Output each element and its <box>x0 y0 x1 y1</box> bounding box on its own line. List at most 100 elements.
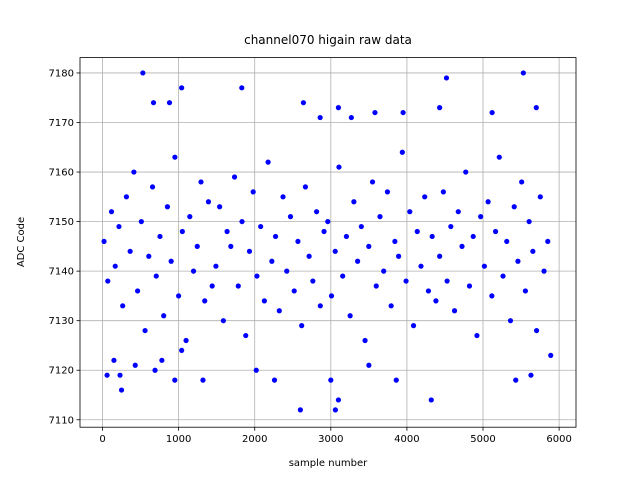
point <box>492 228 499 235</box>
point <box>269 258 275 264</box>
point <box>485 199 491 205</box>
point <box>504 238 510 245</box>
point <box>335 397 342 403</box>
point <box>429 233 435 240</box>
point <box>105 278 111 284</box>
point <box>328 293 335 299</box>
point <box>418 263 424 269</box>
point <box>437 105 443 111</box>
point <box>321 228 327 235</box>
point <box>522 288 528 294</box>
point <box>150 100 157 106</box>
point <box>348 114 354 121</box>
point <box>530 248 536 254</box>
point <box>541 268 547 274</box>
point <box>120 303 126 309</box>
point <box>149 184 156 190</box>
point <box>355 258 361 264</box>
point <box>176 293 182 299</box>
point <box>118 387 125 393</box>
point <box>444 278 450 284</box>
point <box>123 194 130 200</box>
point <box>213 263 219 269</box>
point <box>347 313 353 319</box>
point <box>440 189 446 195</box>
point <box>302 184 308 190</box>
point <box>112 263 118 269</box>
point <box>511 204 517 210</box>
point <box>366 362 372 368</box>
point <box>443 75 450 81</box>
point <box>209 283 215 289</box>
point <box>299 323 305 329</box>
point <box>474 332 480 339</box>
point <box>183 337 189 344</box>
point <box>520 70 526 76</box>
point <box>388 303 394 309</box>
chart-title: channel070 higain raw data <box>244 33 412 47</box>
point <box>250 189 256 195</box>
x-tick-label: 1000 <box>166 434 191 445</box>
point <box>396 253 402 259</box>
point <box>336 164 342 170</box>
point <box>478 214 484 220</box>
point <box>166 100 173 106</box>
point <box>217 204 223 210</box>
plot-frame <box>79 57 577 428</box>
point <box>138 218 144 225</box>
point <box>157 233 163 240</box>
point <box>381 268 387 274</box>
point <box>325 218 331 225</box>
point <box>384 189 391 195</box>
point <box>152 367 158 373</box>
point <box>164 204 171 210</box>
point <box>239 85 245 91</box>
point <box>451 308 458 314</box>
point <box>153 273 159 279</box>
point <box>425 288 432 294</box>
point <box>455 209 461 215</box>
x-tick-label: 6000 <box>546 434 571 445</box>
point <box>200 377 206 383</box>
point <box>545 238 551 245</box>
point <box>235 283 241 289</box>
point <box>243 332 249 339</box>
point <box>127 248 133 254</box>
x-tick-label: 4000 <box>394 434 419 445</box>
point <box>526 218 532 225</box>
point <box>168 258 174 264</box>
point <box>463 169 469 175</box>
point <box>519 179 525 185</box>
point <box>253 367 259 373</box>
point <box>306 253 312 259</box>
point <box>202 298 208 304</box>
point <box>205 199 212 205</box>
point <box>403 278 409 284</box>
point <box>358 223 364 230</box>
point <box>407 209 413 215</box>
point <box>548 352 554 358</box>
x-tick-label: 2000 <box>242 434 267 445</box>
point <box>328 377 334 383</box>
point <box>392 238 398 245</box>
point <box>369 179 376 185</box>
y-tick-label: 7110 <box>49 415 74 426</box>
point <box>108 209 115 215</box>
point <box>101 238 107 245</box>
point <box>142 327 148 334</box>
point <box>489 109 495 116</box>
point <box>272 233 279 240</box>
point <box>300 100 307 106</box>
point <box>372 109 378 116</box>
y-axis-label: ADC Code <box>16 217 27 267</box>
point <box>194 243 200 249</box>
point <box>448 223 454 230</box>
point <box>400 109 406 116</box>
point <box>159 357 165 363</box>
point <box>187 214 193 220</box>
point <box>437 253 443 259</box>
point <box>254 273 260 279</box>
y-tick-label: 7140 <box>49 267 74 278</box>
point <box>132 362 138 368</box>
